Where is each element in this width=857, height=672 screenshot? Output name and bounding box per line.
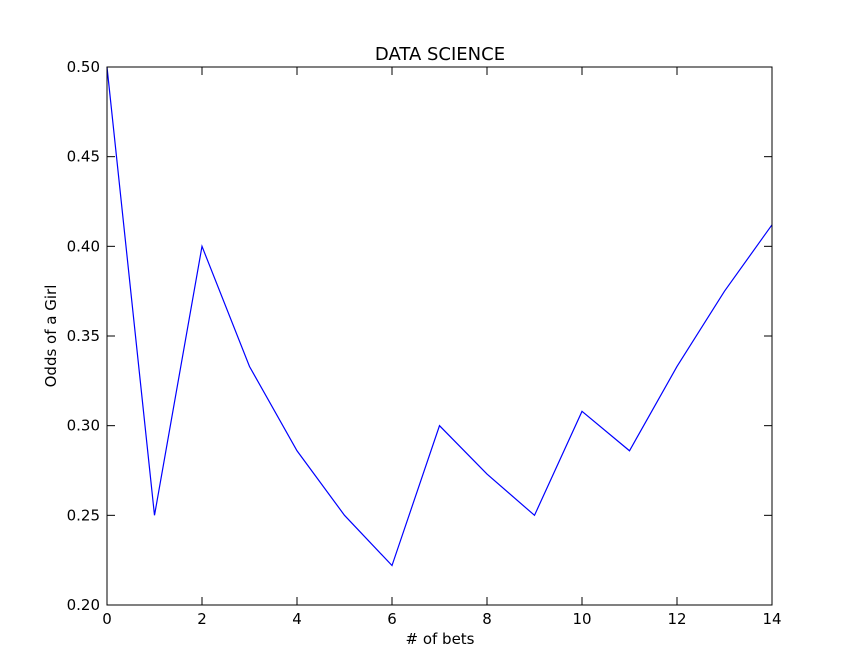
series-layer — [106, 66, 773, 567]
x-axis-label: # of bets — [405, 630, 474, 648]
y-tick-label: 0.35 — [67, 327, 100, 345]
plot-area — [107, 67, 772, 605]
plot-frame — [106, 66, 773, 606]
y-tick-label: 0.20 — [67, 596, 100, 614]
y-tick-label: 0.30 — [67, 417, 100, 435]
y-tick-label: 0.25 — [67, 506, 100, 524]
y-axis-label: Odds of a Girl — [42, 285, 60, 388]
x-tick-label: 2 — [197, 610, 207, 628]
x-tick-label: 4 — [292, 610, 302, 628]
x-tick-label: 14 — [762, 610, 781, 628]
ticks-layer: 0 2 4 6 8 10 12 14 0.20 0.25 0.30 0.35 0.40 0.45 0.50 — [67, 58, 782, 628]
series-line — [106, 66, 773, 567]
y-tick-label: 0.50 — [67, 58, 100, 76]
y-tick-label: 0.45 — [67, 148, 100, 166]
x-tick-label: 6 — [387, 610, 397, 628]
x-tick-label: 10 — [572, 610, 591, 628]
y-tick-label: 0.40 — [67, 237, 100, 255]
x-tick-label: 12 — [667, 610, 686, 628]
chart-title: DATA SCIENCE — [375, 44, 505, 65]
x-tick-label: 8 — [482, 610, 492, 628]
x-tick-label: 0 — [102, 610, 112, 628]
